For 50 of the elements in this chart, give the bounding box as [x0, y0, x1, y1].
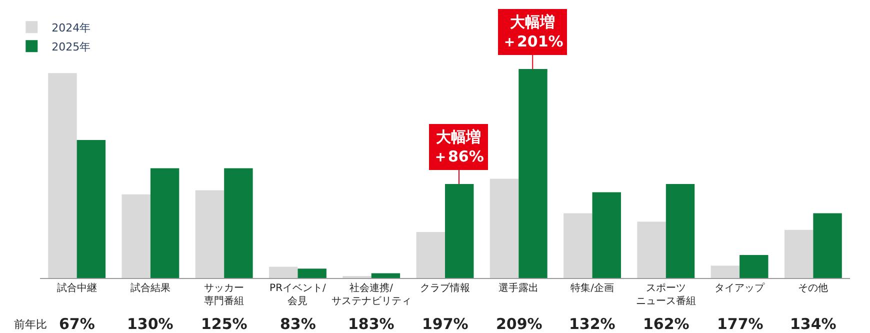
bar [592, 192, 621, 278]
bar [76, 140, 106, 278]
text: 83% [280, 315, 316, 333]
bar [150, 168, 180, 278]
annotation: 大幅増 [436, 128, 481, 146]
text: 130% [127, 315, 174, 333]
x-tick-label: 試合結果 [130, 282, 170, 294]
bar [666, 184, 695, 278]
bar [637, 222, 666, 278]
x-tick-label: スポーツニュース番組 [636, 283, 696, 307]
annotation: ＋86% [433, 148, 484, 166]
text: 67% [59, 315, 95, 333]
legend-label: 2024年 [52, 21, 91, 34]
bar [564, 213, 592, 278]
bar [445, 184, 474, 278]
x-tick-label: タイアップ [714, 282, 766, 294]
text: 125% [201, 315, 248, 333]
text: 183% [348, 315, 394, 333]
text: 134% [790, 315, 836, 333]
bar [490, 178, 519, 278]
text: 209% [496, 315, 542, 333]
bar [195, 190, 224, 278]
x-tick-label: PRイベント/会見 [270, 283, 327, 307]
bar [224, 168, 253, 278]
bar [298, 268, 326, 278]
bar [518, 69, 548, 278]
text: 162% [643, 315, 690, 333]
text: 197% [422, 315, 468, 333]
x-tick-label: 選手露出 [498, 282, 539, 294]
x-tick-label: サッカー専門番組 [204, 283, 244, 307]
annotation: 大幅増 [510, 13, 556, 31]
bar [784, 230, 814, 278]
bar [269, 266, 298, 278]
legend-label: 2025年 [52, 40, 91, 54]
x-tick-label: 試合中継 [56, 282, 97, 294]
bar [813, 213, 842, 278]
text: 前年比 [14, 318, 47, 331]
text: 132% [569, 315, 616, 333]
x-tick-label: 特集/企画 [570, 282, 614, 294]
x-tick-label: 社会連携/サステナビリティ [331, 282, 412, 307]
bar [371, 273, 400, 278]
bar [710, 266, 740, 278]
bar [416, 232, 445, 278]
annotation: ＋201% [502, 32, 564, 50]
x-tick-label: クラブ情報 [420, 282, 470, 294]
x-tick-label: その他 [798, 282, 828, 294]
text: 177% [717, 315, 764, 333]
bar [122, 194, 150, 278]
bar [48, 73, 77, 278]
bar [740, 255, 768, 278]
